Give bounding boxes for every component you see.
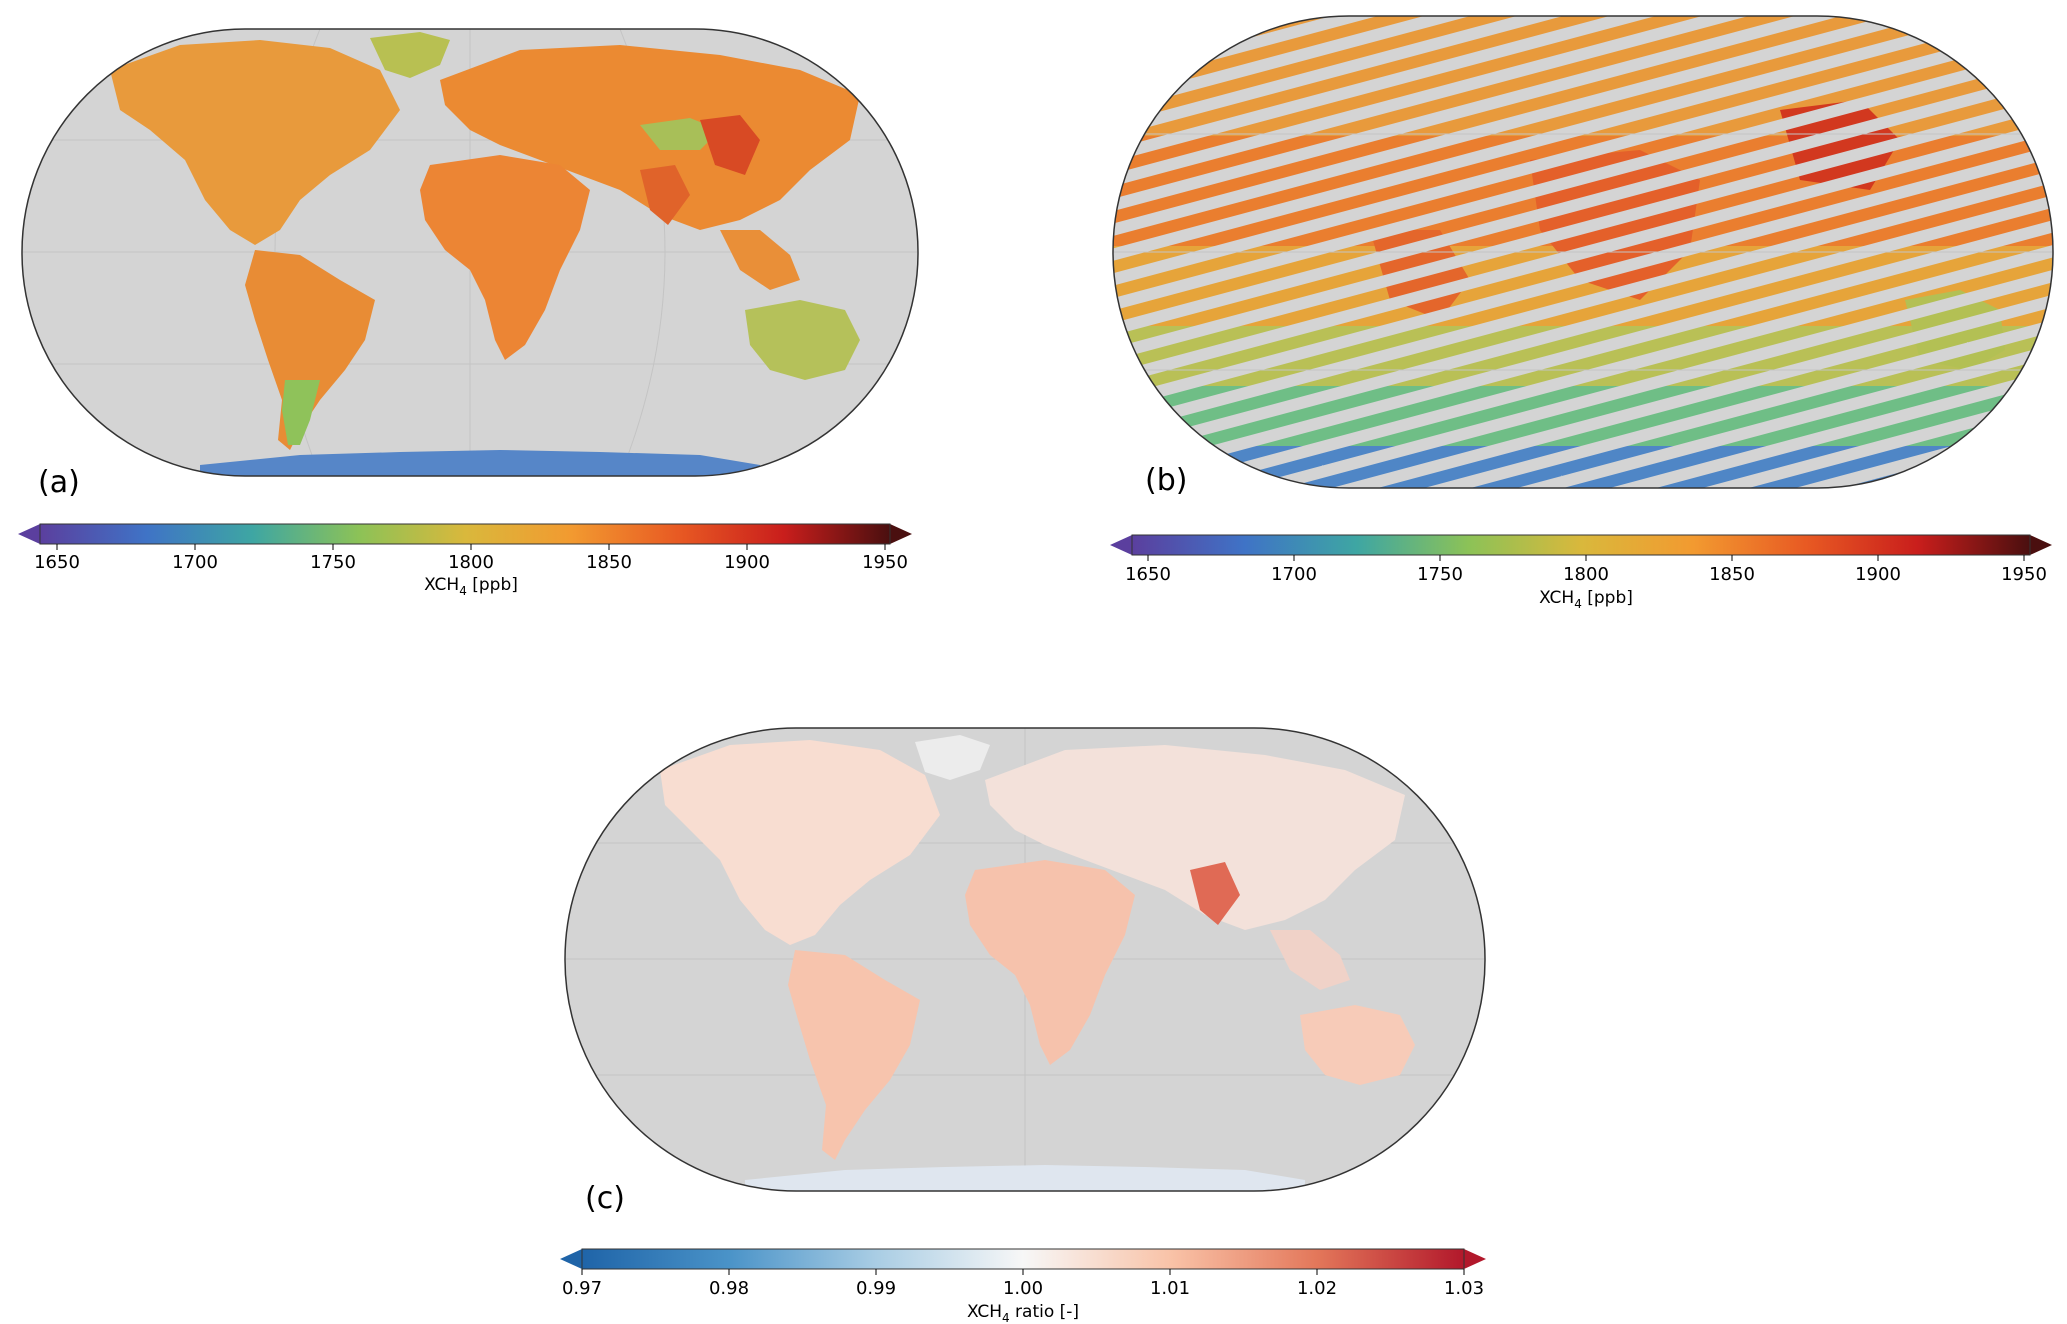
colorbar-tick-label-a-4: 1850 [586,552,632,573]
colorbar-tick-label-b-1: 1700 [1271,564,1317,585]
south-america-south-a [282,380,320,445]
colorbar-bar-a [40,524,890,544]
colorbar-axis-label-c: XCH4 ratio [-] [967,1302,1079,1324]
map-outline-c [564,727,1486,1192]
continent-africa-c [965,860,1135,1065]
continent-north-america-c [660,740,940,945]
panel-label-b: (b) [1145,463,1187,498]
colorbar-tick-label-a-1: 1700 [172,552,218,573]
colorbar-tick-label-c-5: 1.02 [1297,1278,1337,1299]
colorbar-extend-low-c [560,1249,582,1269]
panel-label-c: (c) [585,1181,625,1216]
greenland-a [370,32,450,78]
map-outline-a [21,28,919,477]
continent-australia-c [1300,1005,1415,1085]
panel-label-a: (a) [38,465,80,500]
colorbar-tick-label-a-0: 1650 [34,552,80,573]
colorbar-tick-label-b-2: 1750 [1417,564,1463,585]
colorbar-tick-label-c-0: 0.97 [562,1278,602,1299]
map-panel-c: (c) 0.97 0.98 0.99 1.00 1.01 [560,727,1486,1324]
colorbar-tick-label-b-4: 1850 [1709,564,1755,585]
colorbar-tick-label-c-6: 1.03 [1444,1278,1484,1299]
map-panel-a: (a) 1650 1700 1750 1800 1850 [18,28,919,598]
colorbar-tick-label-b-5: 1900 [1855,564,1901,585]
continent-north-america-a [110,40,400,245]
colorbar-bar-b [1132,535,2030,555]
india-hotspot-a [640,165,690,225]
colorbar-tick-label-a-2: 1750 [310,552,356,573]
colorbar-tick-label-c-1: 0.98 [709,1278,749,1299]
colorbar-b: 1650 1700 1750 1800 1850 1900 1950 XCH4 … [1110,534,2052,611]
map-panel-b: (b) 1650 1700 1750 1800 1850 [1110,15,2054,611]
east-asia-hotspot-a [700,115,760,175]
colorbar-extend-high-a [890,524,912,544]
colorbar-tick-label-c-2: 0.99 [856,1278,896,1299]
colorbar-extend-high-b [2030,535,2052,555]
colorbar-tick-label-b-0: 1650 [1125,564,1171,585]
greenland-c [915,735,990,780]
colorbar-tick-label-a-6: 1950 [862,552,908,573]
colorbar-ticks-a [56,544,886,550]
colorbar-extend-low-b [1110,535,1132,555]
colorbar-tick-label-c-4: 1.01 [1150,1278,1190,1299]
tibet-plateau-a [640,118,720,150]
colorbar-tick-label-a-3: 1800 [448,552,494,573]
colorbar-axis-label-a: XCH4 [ppb] [424,575,518,598]
colorbar-tick-label-c-3: 1.00 [1003,1278,1043,1299]
map-outline-b [1112,15,2054,489]
colorbar-tick-label-b-6: 1950 [2001,564,2047,585]
continent-south-america-a [245,250,375,450]
map-content-b [1113,16,2053,488]
southeast-asia-a [720,230,800,290]
colorbar-tick-label-b-3: 1800 [1563,564,1609,585]
antarctica-a [200,450,760,476]
southeast-asia-c [1270,930,1350,990]
colorbar-c: 0.97 0.98 0.99 1.00 1.01 1.02 1.03 XCH4 … [560,1248,1486,1324]
colorbar-bar-c [582,1249,1464,1269]
colorbar-ticks-c [581,1269,1465,1275]
map-content-c [565,728,1485,1191]
india-hotspot-c [1190,862,1240,925]
colorbar-tick-label-a-5: 1900 [724,552,770,573]
colorbar-extend-low-a [18,524,40,544]
antarctica-c [745,1165,1305,1191]
continent-eurasia-c [985,745,1405,930]
colorbar-axis-label-b: XCH4 [ppb] [1539,588,1633,611]
colorbar-a: 1650 1700 1750 1800 1850 1900 1950 XCH4 … [18,523,912,598]
colorbar-ticks-b [1147,555,2025,561]
map-content-a [22,29,918,476]
colorbar-extend-high-c [1464,1249,1486,1269]
graticule-b [1113,133,2053,371]
continent-africa-a [420,155,590,360]
continent-australia-a [745,300,860,380]
continent-south-america-c [788,950,920,1160]
